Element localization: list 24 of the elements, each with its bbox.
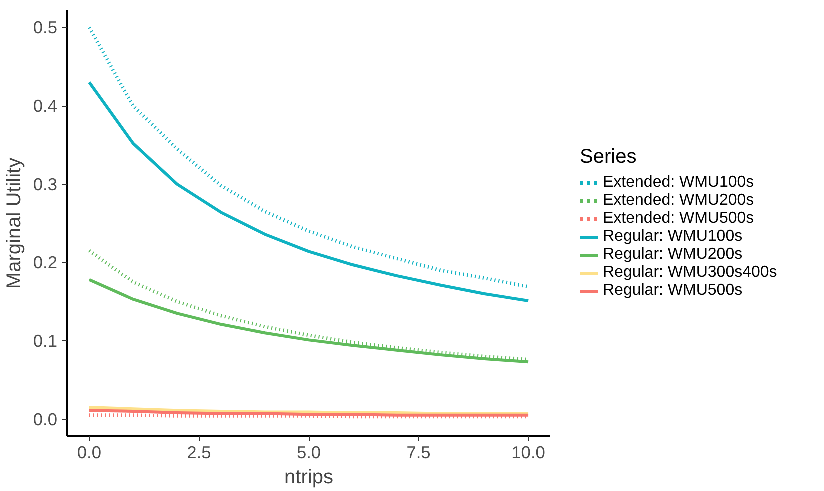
line-series: [88, 26, 530, 289]
legend-label: Regular: WMU100s: [603, 228, 743, 246]
y-axis-title: Marginal Utility: [3, 158, 26, 290]
x-tick-label: 2.5: [187, 442, 212, 462]
legend-label: Regular: WMU200s: [603, 246, 743, 264]
x-tick-label: 7.5: [406, 442, 431, 462]
legend-label: Extended: WMU200s: [603, 192, 754, 210]
x-tick-label: 0.0: [77, 442, 102, 462]
y-tick-label: 0.0: [33, 409, 58, 430]
legend-label: Regular: WMU300s400s: [603, 264, 778, 282]
line-series: [88, 406, 530, 416]
y-tick-label: 0.5: [33, 18, 58, 38]
legend-label: Extended: WMU100s: [603, 174, 754, 192]
x-axis-title: ntrips: [284, 466, 334, 488]
legend-label: Extended: WMU500s: [603, 210, 754, 228]
x-tick-label: 10.0: [512, 442, 546, 462]
legend-title: Series: [580, 146, 638, 169]
x-tick-label: 5.0: [296, 442, 322, 462]
y-tick-label: 0.1: [33, 330, 58, 351]
legend-label: Regular: WMU500s: [603, 282, 743, 300]
y-tick-label: 0.4: [33, 96, 58, 116]
y-tick-label: 0.2: [33, 252, 58, 273]
y-tick-label: 0.3: [33, 174, 58, 194]
line-series: [88, 81, 530, 303]
